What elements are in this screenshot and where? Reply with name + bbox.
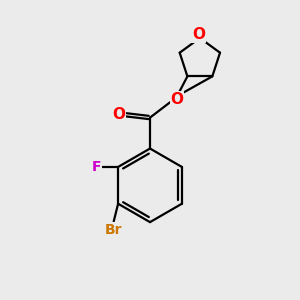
Text: O: O (171, 92, 184, 106)
Text: F: F (92, 160, 101, 174)
Text: O: O (112, 107, 125, 122)
Text: Br: Br (105, 223, 122, 237)
Text: O: O (192, 27, 205, 42)
